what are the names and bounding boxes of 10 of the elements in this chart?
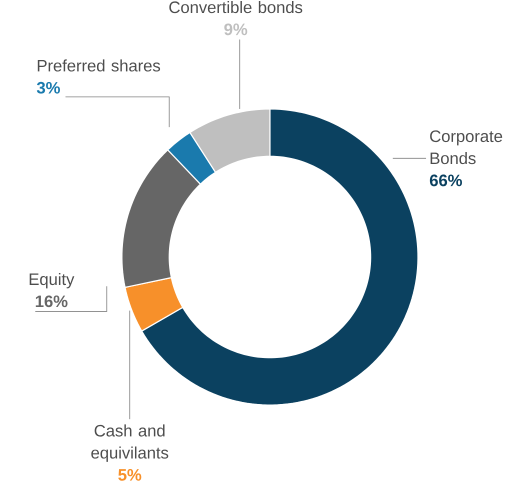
data-label: 5% bbox=[118, 469, 142, 481]
data-label: 3% bbox=[36, 82, 60, 94]
data-label: 66% bbox=[430, 174, 462, 186]
slice-label: Cash and equivilants bbox=[91, 424, 168, 462]
data-label: 9% bbox=[224, 24, 248, 36]
data-label: 16% bbox=[36, 296, 68, 308]
slice-label: Corporate Bonds bbox=[430, 130, 502, 164]
slice-label: Equity bbox=[30, 273, 74, 288]
slice-label: Convertible bonds bbox=[169, 1, 302, 14]
slice-label: Preferred shares bbox=[38, 60, 160, 72]
